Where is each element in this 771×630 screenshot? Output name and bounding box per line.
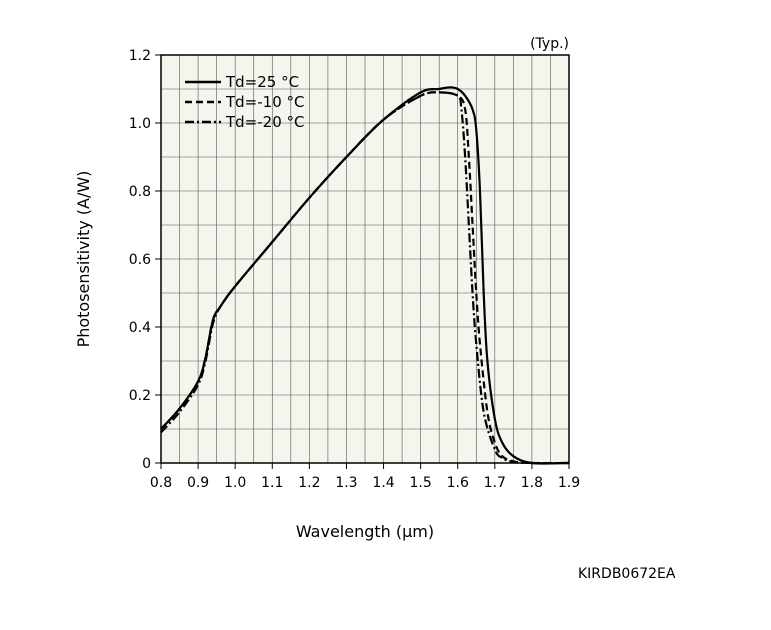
legend-label: Td=25 °C <box>225 73 299 91</box>
x-tick-label: 1.8 <box>521 475 543 491</box>
x-tick-label: 1.1 <box>261 475 283 491</box>
y-axis-label: Photosensitivity (A/W) <box>74 171 93 348</box>
y-axis: 0 0.2 0.4 0.6 0.8 1.0 1.2 <box>129 48 161 472</box>
y-tick-label: 0.8 <box>129 184 151 200</box>
x-tick-label: 1.2 <box>298 475 320 491</box>
series-layer <box>160 86 570 465</box>
x-tick-label: 0.9 <box>187 475 209 491</box>
x-tick-label: 0.8 <box>150 475 172 491</box>
x-tick-label: 1.0 <box>224 475 246 491</box>
y-tick-label: 0.6 <box>129 252 151 268</box>
x-tick-label: 1.9 <box>558 475 580 491</box>
document-code: KIRDB0672EA <box>578 566 676 582</box>
y-tick-label: 0.2 <box>129 388 151 404</box>
legend-label: Td=-20 °C <box>225 113 305 131</box>
y-tick-label: 1.0 <box>129 116 151 132</box>
series-line <box>160 91 570 465</box>
x-axis-label: Wavelength (μm) <box>296 522 434 541</box>
x-tick-label: 1.7 <box>484 475 506 491</box>
y-tick-label: 0.4 <box>129 320 151 336</box>
x-tick-label: 1.4 <box>372 475 394 491</box>
grid <box>161 55 569 463</box>
y-tick-label: 0 <box>142 456 151 472</box>
x-axis: 0.8 0.9 1.0 1.1 1.2 1.3 1.4 1.5 1.6 1.7 1.8 1.9 <box>150 463 580 491</box>
x-tick-label: 1.3 <box>335 475 357 491</box>
x-tick-label: 1.6 <box>447 475 469 491</box>
legend: Td=25 °C Td=-10 °C Td=-20 °C <box>185 73 305 131</box>
y-tick-label: 1.2 <box>129 48 151 64</box>
typ-note: (Typ.) <box>530 36 569 52</box>
legend-label: Td=-10 °C <box>225 93 305 111</box>
x-tick-label: 1.5 <box>410 475 432 491</box>
